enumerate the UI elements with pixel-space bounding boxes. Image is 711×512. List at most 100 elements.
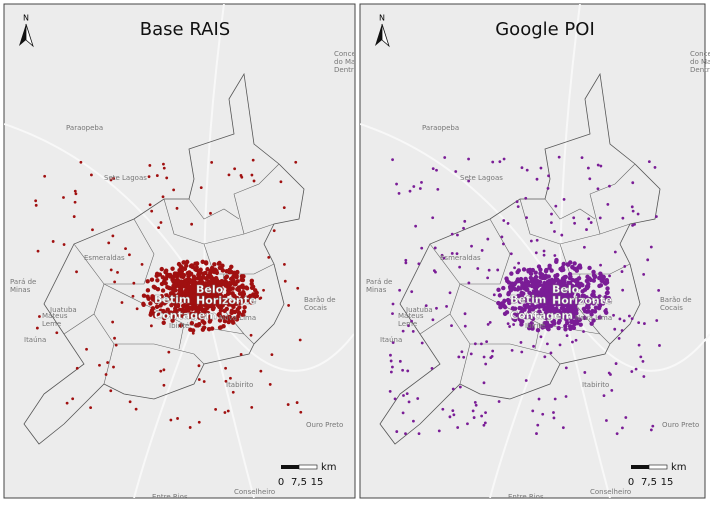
point	[560, 265, 565, 270]
north-arrow	[375, 24, 382, 46]
point	[515, 277, 521, 282]
point	[109, 178, 113, 182]
place-label: Itaúna	[380, 336, 402, 344]
point	[202, 380, 206, 383]
municipal-boundary	[103, 343, 115, 385]
point	[596, 187, 600, 191]
point	[178, 323, 184, 328]
point	[230, 300, 236, 305]
point	[241, 274, 246, 279]
point	[155, 174, 159, 177]
point	[587, 265, 592, 271]
point	[584, 278, 590, 284]
point	[199, 186, 203, 190]
point	[148, 301, 153, 306]
scale-unit: km	[321, 462, 337, 473]
point	[524, 379, 528, 382]
point	[150, 306, 156, 311]
point	[408, 189, 412, 193]
point	[482, 423, 486, 427]
point	[230, 278, 236, 283]
point	[418, 187, 422, 190]
point	[150, 209, 154, 213]
point	[602, 394, 606, 398]
point	[523, 278, 529, 284]
point	[391, 158, 394, 162]
point	[73, 189, 77, 193]
place-label: Conceição	[690, 50, 711, 58]
point	[227, 315, 233, 321]
point	[268, 383, 272, 386]
point	[564, 317, 569, 323]
point	[618, 317, 622, 321]
point	[450, 324, 453, 328]
point	[196, 307, 201, 312]
point	[617, 337, 621, 340]
point	[533, 311, 539, 316]
point	[155, 278, 160, 283]
place-label: Esmeraldas	[440, 254, 481, 262]
point	[614, 362, 618, 365]
point	[197, 420, 201, 424]
point	[561, 310, 566, 315]
point	[201, 271, 206, 276]
municipal-boundary	[534, 323, 541, 350]
point	[89, 406, 93, 409]
point	[212, 298, 218, 303]
point	[252, 179, 256, 183]
point	[420, 180, 423, 184]
point	[509, 271, 514, 276]
point	[148, 312, 153, 317]
point	[565, 262, 570, 267]
point	[104, 373, 108, 376]
point	[543, 273, 549, 279]
point	[65, 401, 69, 405]
point	[539, 291, 545, 296]
point	[559, 286, 563, 290]
point	[113, 280, 117, 284]
point	[395, 430, 399, 433]
point	[637, 321, 641, 325]
point	[637, 343, 641, 347]
point	[630, 370, 634, 373]
point	[160, 288, 166, 293]
point	[546, 326, 551, 332]
point	[591, 278, 597, 283]
point	[467, 281, 471, 285]
point	[240, 277, 246, 283]
point	[282, 206, 286, 210]
point	[113, 336, 116, 340]
point	[218, 283, 223, 288]
point	[471, 409, 475, 413]
point	[148, 203, 152, 207]
point	[496, 287, 501, 293]
point	[176, 417, 179, 420]
point	[631, 223, 634, 227]
point	[398, 359, 402, 363]
point	[516, 285, 520, 289]
point	[406, 369, 410, 373]
point	[114, 343, 118, 347]
point	[451, 409, 455, 413]
point	[106, 361, 110, 364]
place-label: Barão de	[660, 296, 692, 304]
point	[171, 314, 176, 319]
point	[502, 242, 505, 246]
point	[153, 298, 158, 304]
place-label: Sete Lagoas	[460, 174, 503, 182]
point	[161, 308, 166, 314]
point	[35, 326, 39, 330]
point	[411, 330, 415, 333]
point	[539, 287, 544, 293]
point	[244, 285, 249, 290]
place-label: Belo	[552, 283, 580, 296]
point	[145, 288, 151, 293]
point	[571, 340, 574, 344]
place-label: Belo	[196, 283, 224, 296]
point	[407, 324, 410, 328]
point	[450, 232, 454, 236]
point	[224, 366, 228, 370]
place-label: Itabirito	[226, 381, 253, 389]
point	[36, 249, 40, 253]
point	[658, 344, 661, 347]
